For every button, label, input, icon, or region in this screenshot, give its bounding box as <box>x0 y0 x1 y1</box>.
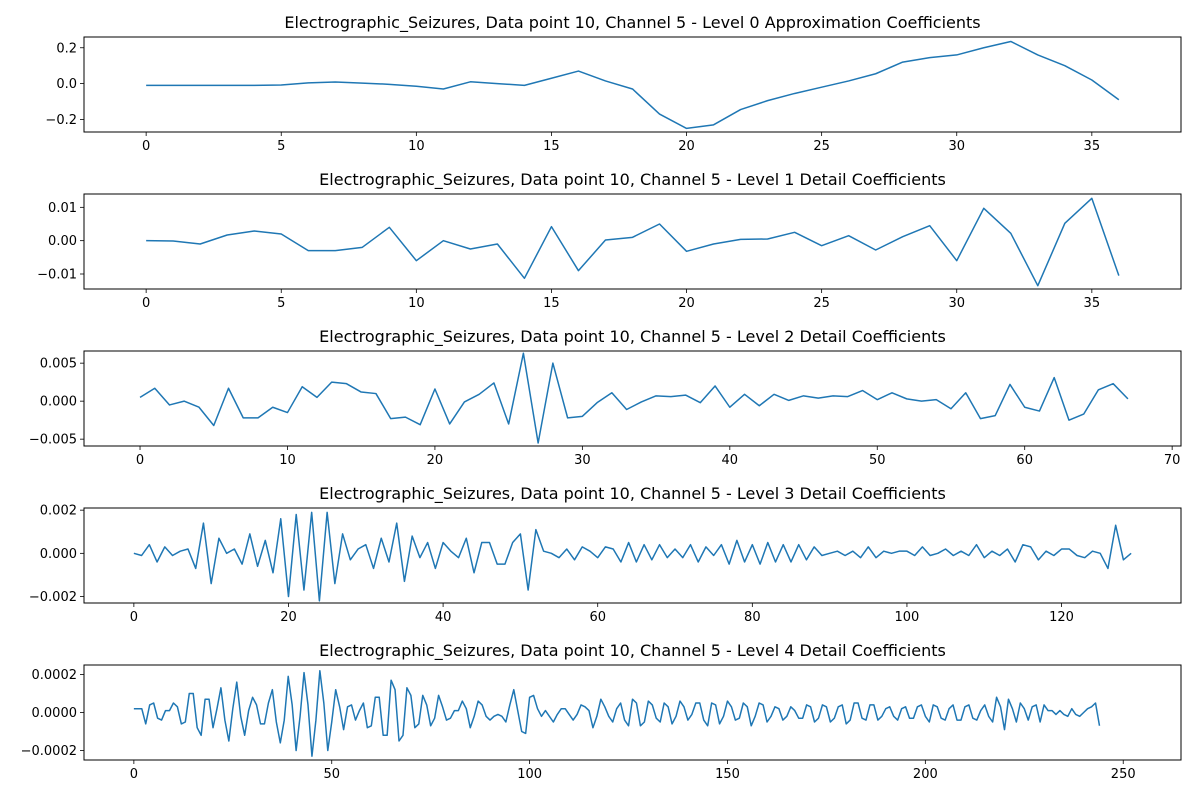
axes-frame <box>83 193 1182 290</box>
x-tick-label: 150 <box>715 767 740 782</box>
x-tick-label: 30 <box>574 453 591 468</box>
y-tick-label: 0.000 <box>40 547 77 562</box>
x-tick-label: 25 <box>813 139 830 154</box>
x-tick-label: 10 <box>408 296 425 311</box>
x-tick-label: 0 <box>142 139 150 154</box>
chart-title: Electrographic_Seizures, Data point 10, … <box>284 13 980 33</box>
y-tick-label: −0.2 <box>45 113 77 128</box>
x-tick-label: 30 <box>948 139 965 154</box>
y-tick-label: 0.01 <box>48 201 77 216</box>
subplot-level-1: Electrographic_Seizures, Data point 10, … <box>37 170 1182 311</box>
axes-frame <box>83 36 1182 133</box>
axes-frame <box>83 507 1182 604</box>
x-tick-label: 20 <box>678 139 695 154</box>
y-tick-label: 0.002 <box>40 504 77 519</box>
series-line <box>133 511 1132 602</box>
y-tick-label: 0.0000 <box>32 706 78 721</box>
x-tick-label: 5 <box>277 296 285 311</box>
chart-title: Electrographic_Seizures, Data point 10, … <box>319 641 946 661</box>
subplot-level-3: Electrographic_Seizures, Data point 10, … <box>29 484 1182 625</box>
x-tick-label: 35 <box>1084 296 1101 311</box>
x-tick-label: 0 <box>136 453 144 468</box>
x-tick-label: 15 <box>543 139 560 154</box>
subplot-level-2: Electrographic_Seizures, Data point 10, … <box>29 327 1182 468</box>
x-tick-label: 20 <box>678 296 695 311</box>
x-tick-label: 15 <box>543 296 560 311</box>
y-tick-label: −0.01 <box>37 268 77 283</box>
x-tick-label: 0 <box>142 296 150 311</box>
x-tick-label: 120 <box>1049 610 1074 625</box>
x-tick-label: 250 <box>1111 767 1136 782</box>
x-tick-label: 25 <box>813 296 830 311</box>
x-tick-label: 20 <box>280 610 297 625</box>
x-tick-label: 60 <box>589 610 606 625</box>
chart-title: Electrographic_Seizures, Data point 10, … <box>319 170 946 190</box>
y-tick-label: −0.0002 <box>21 744 77 759</box>
x-tick-label: 0 <box>130 610 138 625</box>
series-line <box>146 197 1120 287</box>
y-tick-label: 0.00 <box>48 234 77 249</box>
y-tick-label: 0.005 <box>40 357 77 372</box>
x-tick-label: 100 <box>517 767 542 782</box>
x-tick-label: 20 <box>427 453 444 468</box>
subplot-level-0: Electrographic_Seizures, Data point 10, … <box>45 13 1182 154</box>
x-tick-label: 40 <box>435 610 452 625</box>
chart-title: Electrographic_Seizures, Data point 10, … <box>319 484 946 504</box>
series-line <box>139 352 1129 444</box>
x-tick-label: 50 <box>869 453 886 468</box>
x-tick-label: 200 <box>913 767 938 782</box>
y-tick-label: 0.0 <box>56 77 77 92</box>
x-tick-label: 35 <box>1084 139 1101 154</box>
x-tick-label: 5 <box>277 139 285 154</box>
x-tick-label: 30 <box>948 296 965 311</box>
axes-frame <box>83 350 1182 447</box>
x-tick-label: 60 <box>1016 453 1033 468</box>
subplot-level-4: Electrographic_Seizures, Data point 10, … <box>21 641 1182 782</box>
y-tick-label: −0.002 <box>29 590 77 605</box>
x-tick-label: 80 <box>744 610 761 625</box>
y-tick-label: 0.000 <box>40 395 77 410</box>
y-tick-label: 0.0002 <box>32 668 78 683</box>
x-tick-label: 10 <box>279 453 296 468</box>
x-tick-label: 70 <box>1164 453 1181 468</box>
x-tick-label: 0 <box>130 767 138 782</box>
y-tick-label: −0.005 <box>29 433 77 448</box>
series-line <box>146 40 1120 130</box>
x-tick-label: 10 <box>408 139 425 154</box>
y-tick-label: 0.2 <box>56 41 77 56</box>
x-tick-label: 50 <box>323 767 340 782</box>
series-line <box>133 669 1101 757</box>
chart-title: Electrographic_Seizures, Data point 10, … <box>319 327 946 347</box>
x-tick-label: 40 <box>722 453 739 468</box>
x-tick-label: 100 <box>895 610 920 625</box>
